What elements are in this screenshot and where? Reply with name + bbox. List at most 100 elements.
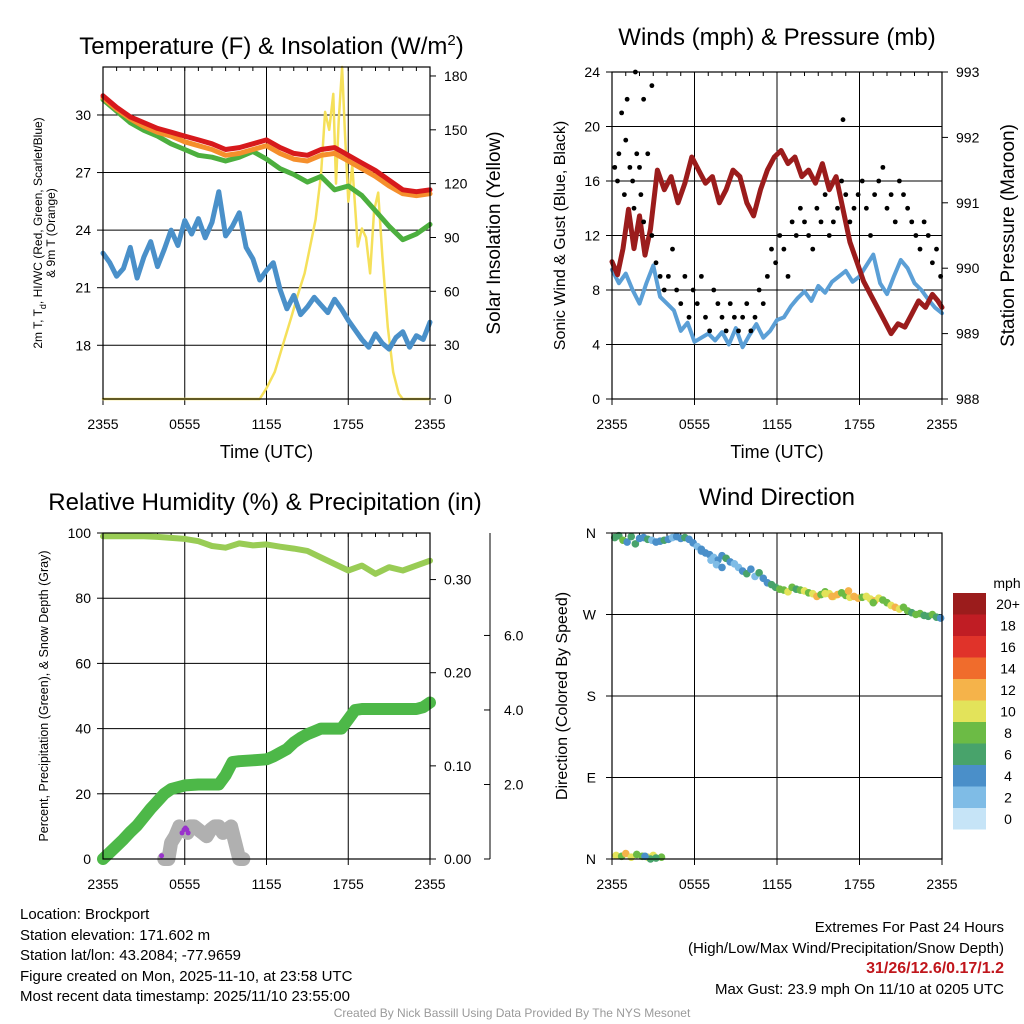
humidity-xtick-label: 1155 bbox=[251, 876, 281, 892]
winds-gust-point bbox=[657, 273, 663, 279]
temperature-series-td bbox=[100, 189, 433, 352]
temperature-title-end: ) bbox=[456, 33, 464, 60]
direction-legend-label: 2 bbox=[1004, 790, 1012, 806]
direction-legend-swatch bbox=[953, 700, 986, 722]
humidity-series-relative-humidity bbox=[100, 533, 433, 577]
temperature-title-sup: 2 bbox=[447, 32, 455, 49]
direction-point bbox=[707, 556, 715, 564]
extremes-title: Extremes For Past 24 Hours bbox=[814, 919, 1004, 936]
winds-gust-point bbox=[789, 219, 795, 225]
winds-gust-point bbox=[670, 246, 675, 252]
winds-gust-point bbox=[703, 314, 708, 320]
winds-gust-point bbox=[623, 137, 629, 143]
humidity-series-precipitation bbox=[97, 696, 436, 865]
created-text: Figure created on Mon, 2025-11-10, at 23… bbox=[20, 967, 353, 985]
humidity-accum-point bbox=[159, 853, 165, 859]
winds-right-ytick-label: 989 bbox=[956, 326, 980, 342]
direction-xtick-label: 2355 bbox=[596, 876, 627, 892]
winds-gust-point bbox=[921, 219, 927, 225]
humidity-xtick-label: 2355 bbox=[87, 876, 118, 892]
extremes-legend: (High/Low/Max Wind/Precipitation/Snow De… bbox=[688, 939, 1004, 957]
humidity-left-ytick-label: 40 bbox=[75, 721, 91, 737]
humidity-series-snow-depth bbox=[157, 819, 251, 866]
winds-series-sonic-wind bbox=[610, 252, 944, 350]
direction-legend-label: 0 bbox=[1004, 811, 1012, 827]
direction-xtick-label: 1755 bbox=[844, 876, 875, 892]
winds-gust-point bbox=[723, 328, 729, 334]
winds-gust-point bbox=[630, 178, 636, 184]
winds-ylabel-right: Station Pressure (Maroon) bbox=[998, 124, 1019, 347]
direction-legend-label: 4 bbox=[1004, 768, 1012, 784]
winds-gust-point bbox=[616, 151, 622, 157]
winds-gust-point bbox=[863, 205, 869, 211]
temperature-right-ytick-label: 120 bbox=[444, 176, 468, 192]
direction-point bbox=[641, 852, 649, 861]
winds-gust-point bbox=[840, 117, 846, 123]
temperature-title-main: Temperature (F) & Insolation (W/m bbox=[79, 33, 447, 60]
winds-gust-point bbox=[674, 287, 680, 293]
temperature-xtick-label: 1155 bbox=[251, 416, 281, 432]
temperature-right-ytick-label: 180 bbox=[444, 68, 468, 84]
winds-left-ytick-label: 4 bbox=[592, 337, 600, 353]
winds-gust-point bbox=[880, 164, 886, 170]
winds-gust-point bbox=[822, 192, 828, 198]
winds-right-ytick-label: 988 bbox=[956, 391, 980, 407]
location-text: Location: Brockport bbox=[20, 906, 150, 923]
temperature-series-solar-insolation bbox=[101, 65, 432, 401]
temperature-group: 2355 0555 1155 1755 2355 18 21 24 27 30 0 30 60 90 120… bbox=[31, 32, 505, 462]
direction-point bbox=[747, 565, 755, 574]
temperature-left-ytick-label: 18 bbox=[75, 337, 91, 353]
winds-gust-point bbox=[884, 205, 890, 211]
credit-text: Created By Nick Bassill Using Data Provi… bbox=[333, 1006, 691, 1020]
direction-point bbox=[623, 538, 631, 546]
winds-gust-point bbox=[913, 233, 919, 238]
temperature-series-2m-t bbox=[100, 93, 433, 195]
temperature-right-ytick-label: 90 bbox=[444, 229, 460, 245]
winds-gust-point bbox=[740, 314, 746, 320]
winds-gust-point bbox=[641, 96, 647, 102]
winds-gust-point bbox=[645, 151, 651, 157]
winds-gust-point bbox=[637, 164, 642, 170]
direction-legend-label: 10 bbox=[1000, 704, 1016, 720]
winds-gust-point bbox=[661, 287, 667, 293]
elevation-text: Station elevation: 171.602 m bbox=[20, 926, 211, 944]
winds-gust-point bbox=[818, 219, 824, 225]
direction-xtick-label: 2355 bbox=[926, 876, 957, 892]
winds-left-ytick-label: 0 bbox=[592, 391, 600, 407]
temperature-right-ytick-label: 30 bbox=[444, 337, 460, 353]
winds-gust-point bbox=[888, 192, 894, 198]
winds-gust-point bbox=[612, 164, 618, 170]
direction-legend-swatch bbox=[953, 636, 986, 658]
direction-legend-swatch bbox=[953, 786, 986, 808]
direction-legend-swatch bbox=[953, 765, 986, 787]
winds-gust-point bbox=[653, 260, 659, 266]
winds-right-ytick-label: 993 bbox=[956, 64, 980, 80]
direction-point bbox=[697, 547, 706, 555]
winds-group: 2355 0555 1155 1755 2355 0 4 8 12 16 20 24 988 989 990… bbox=[552, 24, 1019, 462]
winds-xtick-label: 2355 bbox=[926, 416, 957, 432]
direction-point bbox=[755, 569, 763, 577]
humidity-title: Relative Humidity (%) & Precipitation (i… bbox=[48, 489, 481, 516]
latlon-text: Station lat/lon: 43.2084; -77.9659 bbox=[20, 947, 242, 964]
winds-gust-point bbox=[731, 314, 737, 320]
winds-gust-point bbox=[678, 301, 684, 307]
winds-gust-point bbox=[851, 205, 857, 211]
winds-right-ytick-label: 990 bbox=[956, 260, 980, 276]
winds-gust-point bbox=[760, 301, 766, 307]
winds-gust-point bbox=[777, 233, 783, 238]
recent-text: Most recent data timestamp: 2025/11/10 2… bbox=[20, 988, 350, 1005]
winds-gust-point bbox=[843, 192, 849, 198]
direction-point bbox=[828, 592, 836, 601]
humidity-ylabel-left: Percent, Precipitation (Green), & Snow D… bbox=[37, 550, 51, 841]
winds-left-ytick-label: 12 bbox=[584, 228, 600, 244]
winds-gust-point bbox=[707, 328, 713, 334]
humidity-xtick-label: 0555 bbox=[169, 876, 200, 892]
winds-border bbox=[611, 71, 943, 400]
direction-legend-label: 20+ bbox=[996, 596, 1020, 612]
winds-gust-point bbox=[785, 273, 791, 279]
winds-left-ytick-label: 8 bbox=[592, 282, 600, 298]
winds-xlabel: Time (UTC) bbox=[730, 442, 823, 462]
humidity-left-ytick-label: 0 bbox=[83, 851, 91, 867]
